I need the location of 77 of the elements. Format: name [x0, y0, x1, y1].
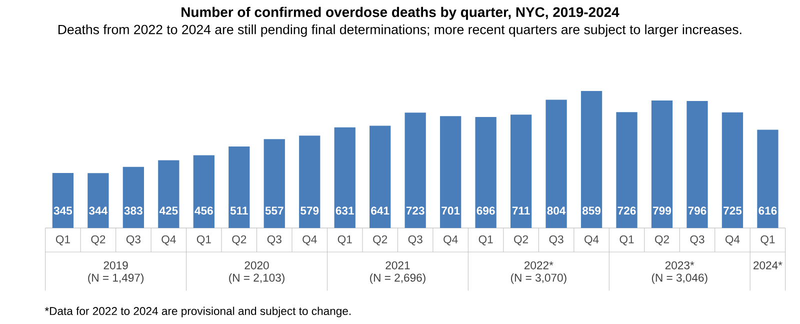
bar — [651, 100, 673, 228]
bar — [440, 116, 462, 228]
x-tick-label: Q2 — [232, 235, 246, 246]
x-tick-label: Q2 — [655, 235, 669, 246]
bar — [370, 126, 391, 228]
data-label: 701 — [442, 206, 460, 215]
x-tick-label: Q4 — [725, 235, 740, 246]
text: 2021 — [386, 261, 410, 270]
text: 2022* — [524, 261, 554, 270]
bar — [510, 114, 532, 228]
data-label: 631 — [336, 206, 354, 215]
x-tick-label: Q1 — [478, 235, 493, 246]
bar — [193, 155, 214, 228]
data-label: 616 — [758, 206, 777, 215]
x-tick-label: Q1 — [338, 235, 352, 246]
text: 2024* — [754, 261, 782, 270]
text: 2019 — [104, 261, 128, 270]
text: (N = 2,696) — [370, 273, 426, 284]
data-label: 796 — [688, 206, 706, 215]
data-label: 696 — [476, 206, 495, 215]
data-label: 579 — [300, 206, 319, 215]
x-tick-label: Q3 — [267, 235, 282, 246]
bar — [122, 166, 144, 228]
data-label: 557 — [265, 206, 284, 215]
data-label: 511 — [230, 206, 248, 215]
text: (N = 2,103) — [229, 273, 284, 284]
data-label: 726 — [618, 206, 636, 215]
bar — [88, 173, 109, 228]
x-tick-label: Q3 — [408, 235, 422, 246]
bar — [52, 172, 74, 228]
x-tick-label: Q2 — [91, 235, 106, 246]
x-tick-label: Q4 — [162, 235, 176, 246]
data-label: 725 — [724, 206, 742, 215]
bar — [757, 130, 778, 228]
x-tick-label: Q4 — [302, 235, 317, 246]
bar — [158, 160, 180, 228]
data-label: 456 — [194, 206, 213, 215]
bar — [722, 112, 744, 228]
x-tick-label: Q4 — [444, 235, 458, 246]
text: (N = 3,046) — [652, 273, 708, 284]
x-tick-label: Q1 — [56, 235, 70, 246]
data-label: 711 — [512, 206, 530, 215]
x-tick-label: Q3 — [126, 235, 140, 246]
bar — [299, 136, 320, 228]
bar — [334, 127, 356, 228]
data-label: 804 — [547, 206, 566, 215]
data-label: 344 — [89, 206, 108, 215]
x-tick-label: Q3 — [690, 235, 704, 246]
bar — [264, 139, 285, 228]
x-tick-label: Q1 — [620, 235, 634, 246]
text: 2023* — [665, 261, 694, 270]
text: *Data for 2022 to 2024 are provisional and subject to change. — [44, 306, 351, 318]
x-tick-label: Q1 — [196, 235, 211, 246]
bar — [616, 112, 638, 228]
bar — [686, 101, 708, 228]
text: 2020 — [244, 261, 269, 270]
data-label: 345 — [54, 206, 72, 215]
bar — [475, 116, 496, 228]
data-label: 799 — [653, 206, 671, 215]
x-tick-label: Q2 — [514, 235, 528, 246]
bar — [228, 146, 250, 228]
text: (N = 3,070) — [510, 273, 566, 284]
data-label: 425 — [159, 206, 178, 215]
bar — [404, 112, 426, 228]
data-label: 641 — [371, 206, 390, 215]
data-label: 723 — [406, 206, 424, 215]
chart-subtitle: Deaths from 2022 to 2024 are still pending final determinations; more recent quarters are subject to larger increases. — [58, 24, 742, 37]
x-tick-label: Q3 — [549, 235, 564, 246]
x-tick-label: Q1 — [760, 235, 775, 246]
chart-title: Number of confirmed overdose deaths by quarter, NYC, 2019-2024 — [182, 6, 620, 20]
x-tick-label: Q4 — [584, 235, 599, 246]
data-label: 859 — [582, 206, 601, 215]
x-tick-label: Q2 — [373, 235, 388, 246]
text: (N = 1,497) — [88, 273, 144, 284]
bar — [580, 90, 602, 228]
data-label: 383 — [124, 206, 142, 215]
bar — [546, 100, 567, 228]
